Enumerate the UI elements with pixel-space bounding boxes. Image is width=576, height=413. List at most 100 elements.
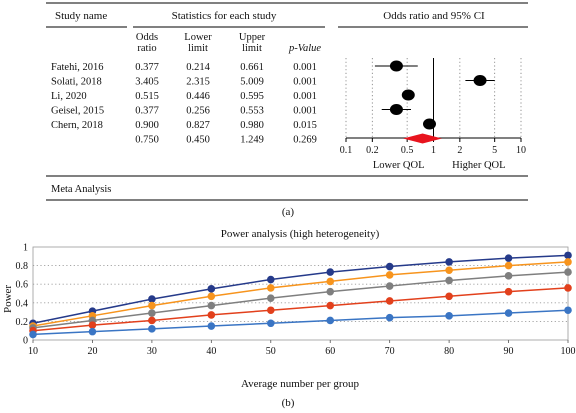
forest-plot-area: 0.1 0.2 0.5 1 2 5 10 Lower QOL Higher QOL <box>340 58 526 171</box>
power-series-line <box>32 309 569 336</box>
power-series-point <box>385 262 394 271</box>
forest-row-odds-ratio: 0.750 <box>135 135 159 146</box>
power-series-point <box>326 316 335 325</box>
forest-x-tick-label: 0.1 <box>340 145 353 156</box>
power-y-tick-label: 1 <box>23 243 28 254</box>
power-series-point <box>504 287 513 296</box>
forest-row-p-value: 0.001 <box>293 62 317 73</box>
power-x-tick-label: 70 <box>385 346 395 357</box>
forest-row-p-value: 0.269 <box>293 135 317 146</box>
header-odds-ratio-line2: ratio <box>137 43 156 54</box>
header-plot-group: Odds ratio and 95% CI <box>383 10 485 22</box>
power-series-point <box>326 268 335 276</box>
forest-x-tick-label: 5 <box>492 145 497 156</box>
power-x-tick-label: 30 <box>147 346 157 357</box>
forest-row-lower: 2.315 <box>186 77 210 88</box>
power-chart-axes: 0 0.2 0.4 0.6 0.8 1 10 20 30 40 50 60 70 80 90 100 <box>16 243 576 358</box>
forest-row-odds-ratio: 0.377 <box>135 106 159 117</box>
power-series-point <box>266 319 275 328</box>
power-series-point <box>385 282 394 290</box>
forest-row-lower: 0.256 <box>186 106 210 117</box>
forest-row-study: Li, 2020 <box>51 91 87 102</box>
header-lower-limit-line2: limit <box>188 43 208 54</box>
forest-point-marker <box>389 60 403 72</box>
power-series-point <box>385 313 394 322</box>
meta-analysis-footer: Meta Analysis <box>51 184 111 195</box>
power-x-tick-label: 100 <box>561 346 576 357</box>
power-series-line <box>32 287 569 332</box>
forest-point-marker <box>422 118 436 130</box>
power-series-line <box>32 261 569 327</box>
power-series-point <box>445 266 453 275</box>
forest-row-upper: 0.980 <box>240 120 264 131</box>
power-series-point <box>266 294 275 302</box>
power-y-tick-label: 0.2 <box>16 317 29 328</box>
header-odds-ratio-line1: Odds <box>136 32 158 43</box>
forest-row-lower: 0.827 <box>186 120 210 131</box>
header-upper-limit-line2: limit <box>242 43 262 54</box>
forest-point-marker <box>401 89 415 101</box>
power-series-point <box>29 330 37 339</box>
power-series-point <box>148 301 156 310</box>
power-series-point <box>564 268 572 276</box>
forest-row-lower: 0.446 <box>186 91 210 102</box>
forest-row-study: Geisel, 2015 <box>51 106 104 117</box>
header-stats-group: Statistics for each study <box>172 10 277 22</box>
power-series-point <box>504 261 513 270</box>
forest-row-lower: 0.450 <box>186 135 210 146</box>
forest-x-tick-label: 10 <box>516 145 526 156</box>
power-series-point <box>326 277 335 286</box>
power-series-point <box>385 271 394 279</box>
forest-row-odds-ratio: 0.377 <box>135 62 159 73</box>
power-y-axis-label: Power <box>2 285 14 313</box>
forest-x-tick-label: 0.2 <box>366 145 379 156</box>
forest-row-lower: 0.214 <box>186 62 210 73</box>
forest-row-study: Chern, 2018 <box>51 120 103 131</box>
power-series-point <box>504 254 513 262</box>
power-series-point <box>88 321 97 329</box>
power-series-point <box>445 312 453 320</box>
power-series-point <box>266 275 275 284</box>
power-series-point <box>148 309 156 317</box>
forest-plot-panel: Study name Statistics for each study Odd… <box>46 2 528 218</box>
power-series-point <box>207 301 216 310</box>
header-p-value: p-Value <box>288 43 321 54</box>
power-series-point <box>207 311 216 319</box>
power-series-point <box>266 306 275 315</box>
forest-row-upper: 0.661 <box>240 62 264 73</box>
power-x-tick-label: 10 <box>28 346 38 357</box>
power-series-point <box>148 325 156 333</box>
power-series-point <box>564 258 572 266</box>
forest-table-rows: Fatehi, 2016 0.377 0.214 0.661 0.001 Solati, … <box>51 62 317 146</box>
forest-x-tick-label: 0.5 <box>401 145 414 156</box>
power-x-tick-label: 60 <box>325 346 335 357</box>
forest-row-p-value: 0.001 <box>293 91 317 102</box>
power-series-point <box>88 327 97 336</box>
power-x-tick-label: 40 <box>206 346 216 357</box>
forest-row-p-value: 0.015 <box>293 120 317 131</box>
power-x-tick-label: 50 <box>266 346 276 357</box>
power-plot-frame <box>32 246 569 341</box>
forest-row-p-value: 0.001 <box>293 106 317 117</box>
power-chart-panel: Power analysis (high heterogeneity) 0 0.2… <box>2 228 576 409</box>
power-series-point <box>564 251 572 260</box>
panel-b-label: (b) <box>282 397 295 409</box>
power-series-point <box>326 287 335 296</box>
power-series-line <box>32 254 569 324</box>
forest-point-marker <box>473 75 487 86</box>
power-x-tick-label: 20 <box>87 346 97 357</box>
forest-row-odds-ratio: 0.900 <box>135 120 159 131</box>
power-x-tick-label: 80 <box>444 346 454 357</box>
power-series-point <box>385 297 394 305</box>
power-x-tick-label: 90 <box>504 346 514 357</box>
forest-row-upper: 0.553 <box>240 106 264 117</box>
power-series-point <box>564 306 572 315</box>
power-y-tick-label: 0.8 <box>16 261 29 272</box>
forest-row-upper: 1.249 <box>240 135 264 146</box>
power-series-point <box>564 284 572 292</box>
power-series-point <box>207 322 216 330</box>
power-series-point <box>504 309 513 317</box>
power-series-point <box>148 316 156 325</box>
power-series-point <box>504 272 513 280</box>
